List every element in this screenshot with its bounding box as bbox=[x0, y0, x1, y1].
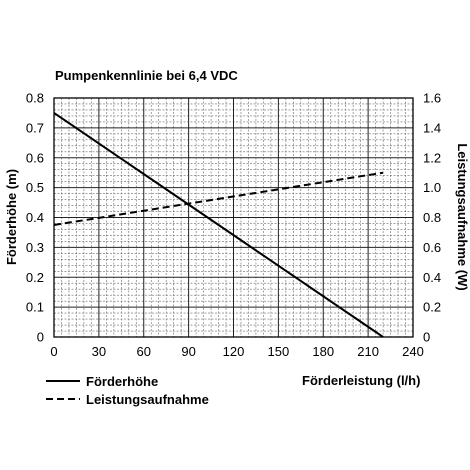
x-tick-label: 0 bbox=[50, 344, 57, 359]
right-y-tick-label: 1.6 bbox=[423, 91, 441, 106]
legend: Förderhöhe Leistungsaufnahme bbox=[46, 374, 209, 407]
right-y-tick-label: 1.0 bbox=[423, 180, 441, 195]
left-y-tick-label: 0.7 bbox=[26, 120, 44, 135]
left-y-tick-label: 0.4 bbox=[26, 210, 44, 225]
plot-frame bbox=[53, 97, 414, 338]
x-tick-label: 150 bbox=[268, 344, 290, 359]
right-y-tick-labels: 0 0.2 0.4 0.6 0.8 1.0 1.2 1.4 1.6 bbox=[423, 91, 441, 345]
x-tick-label: 120 bbox=[223, 344, 245, 359]
x-tick-label: 180 bbox=[312, 344, 334, 359]
left-y-tick-label: 0 bbox=[37, 330, 44, 345]
left-y-axis-label: Förderhöhe (m) bbox=[4, 169, 19, 265]
right-y-axis-label: Leistungsaufnahme (W) bbox=[455, 143, 470, 290]
legend-label-foerderhoehe: Förderhöhe bbox=[86, 374, 158, 389]
left-y-tick-label: 0.2 bbox=[26, 270, 44, 285]
left-y-tick-label: 0.3 bbox=[26, 240, 44, 255]
series-line-leistungsaufnahme bbox=[53, 171, 384, 226]
left-y-tick-labels: 0 0.1 0.2 0.3 0.4 0.5 0.6 0.7 0.8 bbox=[26, 91, 44, 345]
x-tick-labels: 0 30 60 90 120 150 180 210 240 bbox=[50, 344, 423, 359]
major-grid bbox=[54, 98, 413, 337]
x-tick-label: 60 bbox=[137, 344, 151, 359]
right-y-tick-label: 0 bbox=[423, 330, 430, 345]
left-y-tick-label: 0.6 bbox=[26, 150, 44, 165]
x-tick-label: 240 bbox=[402, 344, 424, 359]
x-tick-label: 210 bbox=[357, 344, 379, 359]
x-axis-label: Förderleistung (l/h) bbox=[302, 373, 420, 388]
right-y-tick-label: 0.6 bbox=[423, 240, 441, 255]
legend-label-leistungsaufnahme: Leistungsaufnahme bbox=[86, 392, 209, 407]
x-tick-label: 30 bbox=[92, 344, 106, 359]
right-y-tick-label: 0.8 bbox=[423, 210, 441, 225]
left-y-tick-label: 0.5 bbox=[26, 180, 44, 195]
right-y-tick-label: 1.2 bbox=[423, 150, 441, 165]
right-y-tick-label: 1.4 bbox=[423, 120, 441, 135]
left-y-tick-label: 0.1 bbox=[26, 300, 44, 315]
right-y-tick-label: 0.4 bbox=[423, 270, 441, 285]
right-y-tick-label: 0.2 bbox=[423, 300, 441, 315]
series-layer bbox=[53, 112, 384, 338]
left-y-tick-label: 0.8 bbox=[26, 91, 44, 106]
x-tick-label: 90 bbox=[181, 344, 195, 359]
chart-title: Pumpenkennlinie bei 6,4 VDC bbox=[55, 68, 238, 83]
series-line-f-rderh-he bbox=[53, 112, 384, 338]
